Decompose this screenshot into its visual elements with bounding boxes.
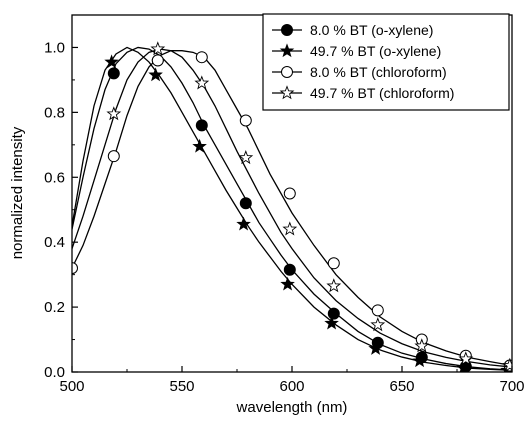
legend-marker [281,66,293,78]
data-point [327,307,340,320]
data-point [151,54,164,67]
x-tick-label: 700 [499,378,524,395]
y-tick-label: 0.6 [44,169,65,186]
x-tick-label: 550 [169,378,194,395]
data-point [414,338,430,353]
legend-item: 8.0 % BT (o-xylene) [272,22,433,38]
legend-marker [281,24,293,36]
data-point [283,187,296,200]
x-tick-label: 650 [389,378,414,395]
x-axis-ticks: 500 550 600 650 700 [59,366,525,395]
data-point [148,67,163,82]
series-layer [72,41,512,372]
data-point [104,54,119,69]
data-point [327,257,340,270]
y-axis-title: normalized intensity [9,126,26,259]
y-tick-label: 0.8 [44,104,65,121]
legend-item: 8.0 % BT (chloroform) [272,64,447,80]
y-tick-label: 0.2 [44,299,65,316]
data-point [412,353,427,368]
series-2 [72,46,512,372]
series-line [72,48,512,368]
data-point [282,221,298,236]
data-point [368,340,383,355]
data-point [370,317,386,332]
legend-box [262,13,510,111]
legend-label: 49.7 % BT (o-xylene) [310,43,441,59]
legend-item: 49.7 % BT (o-xylene) [272,43,441,59]
data-point [456,360,471,372]
data-point [236,216,251,231]
legend-label: 49.7 % BT (chloroform) [310,85,454,101]
data-point [280,276,295,291]
series-4 [72,41,512,372]
data-point [195,119,208,132]
data-point [107,150,120,163]
data-point [239,197,252,210]
data-point [194,75,210,90]
x-tick-label: 600 [279,378,304,395]
x-tick-label: 500 [59,378,84,395]
data-point [239,114,252,127]
legend-marker [279,43,295,58]
legend-label: 8.0 % BT (chloroform) [310,64,447,80]
data-point [238,150,254,165]
y-axis-ticks: 0.0 0.2 0.4 0.6 0.8 1.0 [44,14,78,381]
series-line [72,46,512,372]
y-tick-label: 1.0 [44,39,65,56]
series-line [72,50,512,367]
y-tick-label: 0.4 [44,234,65,251]
data-point [458,351,474,366]
x-axis-title: wavelength (nm) [236,399,348,416]
series-line [72,46,512,371]
legend-item: 49.7 % BT (chloroform) [272,85,454,101]
legend-label: 8.0 % BT (o-xylene) [310,22,433,38]
data-point [150,41,166,56]
data-point [324,315,339,330]
y-tick-label: 0.0 [44,364,65,381]
data-point [502,357,512,372]
legend-marker [279,85,295,100]
data-point [283,263,296,276]
data-point [192,138,207,153]
data-point [106,106,122,121]
data-point [195,51,208,64]
data-point [107,67,120,80]
data-point [326,278,342,293]
data-point [72,262,78,275]
data-point [371,304,384,317]
legend: 8.0 % BT (o-xylene) 49.7 % BT (o-xylene) 8… [262,13,510,111]
